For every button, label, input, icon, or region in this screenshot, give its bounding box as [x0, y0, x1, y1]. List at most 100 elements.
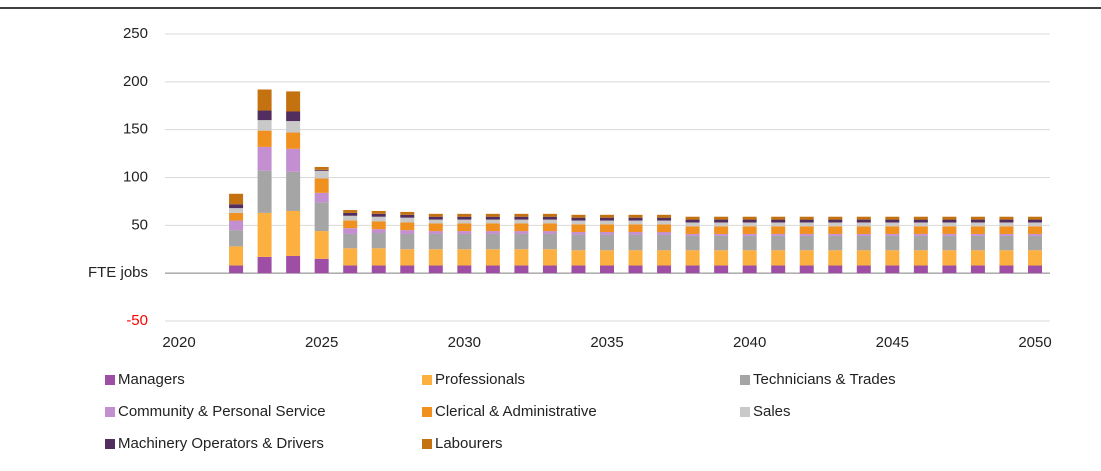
bar-segment — [542, 216, 557, 220]
bar-segment — [343, 248, 358, 266]
y-tick-label: 200 — [123, 73, 148, 90]
bar-segment — [856, 250, 871, 266]
bar-segment — [600, 232, 614, 235]
bar-segment — [257, 146, 272, 171]
bar-segment — [856, 265, 871, 274]
bar-segment — [371, 221, 386, 230]
x-tick-label: 2020 — [162, 334, 195, 351]
bar-segment — [229, 246, 244, 266]
legend-swatch — [422, 439, 432, 449]
bar-segment — [942, 219, 957, 223]
legend-label: Machinery Operators & Drivers — [118, 435, 324, 452]
bar-segment — [514, 219, 529, 224]
bar-segment — [229, 220, 244, 231]
bar-segment — [343, 215, 358, 221]
bar-segment — [771, 235, 786, 251]
bar-segment — [571, 214, 586, 218]
bar-segment — [514, 233, 529, 250]
bar-segment — [457, 223, 472, 232]
bar-segment — [885, 265, 900, 274]
y-tick-label: 150 — [123, 121, 148, 138]
legend-swatch — [740, 407, 750, 417]
bar-segment — [229, 265, 244, 274]
bar-segment — [970, 235, 985, 251]
bar-segment — [799, 216, 814, 220]
bar-segment — [913, 219, 928, 223]
bar-segment — [485, 231, 500, 234]
bar-segment — [485, 223, 500, 232]
bar-segment — [229, 230, 244, 247]
bar-segment — [999, 235, 1014, 251]
bar-segment — [600, 265, 614, 274]
bar-segment — [628, 224, 643, 233]
bar-segment — [514, 249, 529, 266]
bar-segment — [542, 213, 557, 217]
bar-segment — [257, 170, 272, 213]
bar-segment — [1028, 222, 1042, 227]
bar-segment — [799, 222, 814, 227]
bar-segment — [600, 217, 614, 221]
bar-segment — [400, 211, 415, 215]
bar-segment — [314, 258, 329, 274]
bar-segment — [799, 250, 814, 266]
bar-segment — [542, 233, 557, 250]
bar-segment — [571, 232, 586, 235]
bar-segment — [571, 224, 586, 233]
bar-segment — [371, 216, 386, 222]
bar-segment — [257, 89, 272, 111]
bar-segment — [714, 226, 729, 234]
bar-segment — [400, 214, 415, 218]
bar-segment — [1028, 219, 1042, 223]
bar-segment — [371, 232, 386, 249]
bar-segment — [600, 220, 614, 225]
bar-segment — [514, 213, 529, 217]
bar-segment — [514, 223, 529, 232]
bar-segment — [913, 233, 928, 236]
bar-segment — [714, 250, 729, 266]
x-tick-label: 2035 — [590, 334, 623, 351]
bar-segment — [885, 235, 900, 251]
bar-segment — [999, 226, 1014, 234]
bar-segment — [400, 265, 415, 274]
bar-segment — [286, 148, 301, 172]
bar-segment — [685, 226, 700, 234]
bar-segment — [771, 222, 786, 227]
bar-segment — [913, 222, 928, 227]
bar-segment — [771, 216, 786, 220]
bar-segment — [628, 214, 643, 218]
bar-segment — [485, 265, 500, 274]
bar-segment — [257, 120, 272, 131]
bar-segment — [828, 222, 843, 227]
bar-segment — [913, 265, 928, 274]
bar-segment — [885, 233, 900, 236]
bar-segment — [657, 214, 672, 218]
bar-segment — [371, 213, 386, 217]
bar-segment — [371, 248, 386, 266]
bar-segment — [742, 219, 757, 223]
bar-segment — [714, 216, 729, 220]
bar-segment — [970, 265, 985, 274]
bar-segment — [742, 265, 757, 274]
bar-segment — [428, 213, 443, 217]
bar-segment — [628, 232, 643, 235]
bar-segment — [571, 250, 586, 266]
bar-segment — [685, 250, 700, 266]
bar-segment — [314, 231, 329, 259]
bar-segment — [286, 210, 301, 256]
bar-segment — [685, 235, 700, 251]
bar-segment — [229, 212, 244, 221]
bar-segment — [942, 216, 957, 220]
bar-segment — [856, 216, 871, 220]
legend-label: Labourers — [435, 435, 503, 452]
bar-segment — [229, 193, 244, 205]
bar-segment — [771, 219, 786, 223]
y-tick-label: 250 — [123, 25, 148, 42]
bar-segment — [628, 217, 643, 221]
bar-segment — [542, 219, 557, 224]
bar-segment — [343, 228, 358, 234]
bar-segment — [457, 231, 472, 234]
bar-segment — [970, 233, 985, 236]
bar-segment — [685, 216, 700, 220]
legend-swatch — [740, 375, 750, 385]
